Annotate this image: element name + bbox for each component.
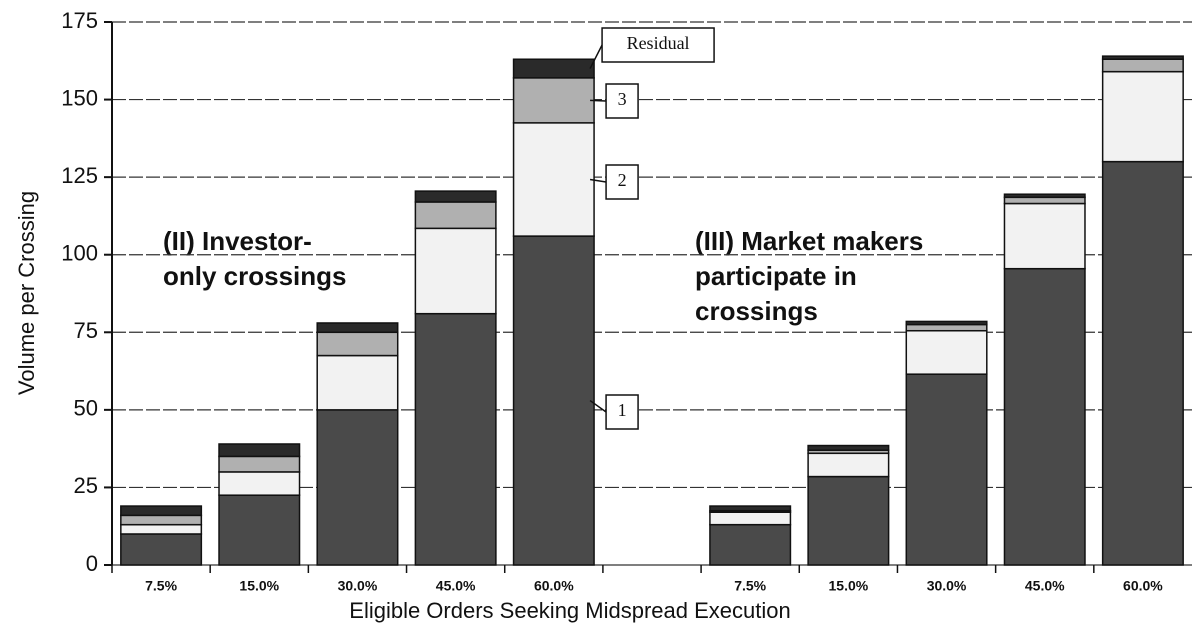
legend-label: 1 <box>618 400 627 420</box>
bar-segment <box>218 455 301 473</box>
bar-segment <box>905 329 988 375</box>
annotation: only crossings <box>163 261 347 291</box>
bar-segment <box>120 505 203 517</box>
bar-segment <box>120 514 203 526</box>
bar-segment <box>1101 160 1184 566</box>
y-axis-label: Volume per Crossing <box>14 191 39 395</box>
bar-segment <box>316 354 399 411</box>
legend-label: 2 <box>618 170 627 190</box>
x-tick-label: 30.0% <box>927 578 967 594</box>
legend-label: Residual <box>627 33 690 53</box>
leader-line <box>589 178 607 183</box>
y-tick-label: 100 <box>61 241 98 266</box>
bar-segment <box>905 373 988 566</box>
y-tick-label: 75 <box>74 318 98 343</box>
x-tick-label: 60.0% <box>534 578 574 594</box>
annotation: (II) Investor- <box>163 226 312 256</box>
bar-segment <box>1003 193 1086 199</box>
bar-segment <box>1101 55 1184 60</box>
x-tick-label: 60.0% <box>1123 578 1163 594</box>
bar-segment <box>1003 267 1086 566</box>
bar-segment <box>512 77 595 124</box>
bar-segment <box>120 523 203 535</box>
bar-segment <box>905 320 988 326</box>
bar-segment <box>316 322 399 334</box>
legend-label: 3 <box>618 89 627 109</box>
bar-segment <box>709 505 792 512</box>
bar-segment <box>218 471 301 496</box>
bar-segment <box>709 523 792 566</box>
x-tick-label: 30.0% <box>338 578 378 594</box>
y-tick-label: 0 <box>86 551 98 576</box>
annotation: participate in <box>695 261 857 291</box>
bar-segment <box>709 511 792 526</box>
bar-segment <box>807 444 890 451</box>
bar-segment <box>120 533 203 566</box>
annotation: crossings <box>695 296 818 326</box>
bar-segment <box>316 331 399 357</box>
bar-segment <box>218 443 301 458</box>
legend-box <box>605 394 639 430</box>
y-tick-label: 175 <box>61 8 98 33</box>
x-tick-label: 15.0% <box>239 578 279 594</box>
x-tick-label: 45.0% <box>1025 578 1065 594</box>
bar-segment <box>512 235 595 566</box>
bar-segment <box>807 475 890 566</box>
bar-segment <box>905 323 988 332</box>
bar-segment <box>512 122 595 237</box>
x-tick-label: 45.0% <box>436 578 476 594</box>
leader-line <box>589 44 603 69</box>
legend-box <box>605 164 639 200</box>
y-tick-label: 25 <box>74 473 98 498</box>
y-tick-label: 150 <box>61 85 98 110</box>
bar-segment <box>1003 196 1086 205</box>
bar-segment <box>414 227 497 315</box>
bar-segment <box>512 58 595 79</box>
bar-segment <box>1101 58 1184 73</box>
legend-box <box>605 83 639 119</box>
leader-line <box>590 99 607 102</box>
bar-segment <box>1101 70 1184 163</box>
x-tick-label: 7.5% <box>145 578 177 594</box>
bar-segment <box>807 452 890 478</box>
legend-box <box>601 27 715 63</box>
y-tick-label: 125 <box>61 163 98 188</box>
annotation: (III) Market makers <box>695 226 923 256</box>
y-tick-label: 50 <box>74 396 98 421</box>
leader-line <box>589 399 607 413</box>
x-axis-label: Eligible Orders Seeking Midspread Execut… <box>349 598 790 623</box>
x-tick-label: 7.5% <box>734 578 766 594</box>
x-tick-label: 15.0% <box>829 578 869 594</box>
bar-segment <box>414 312 497 566</box>
bar-segment <box>1003 202 1086 270</box>
bar-segment <box>414 190 497 203</box>
bar-segment <box>218 494 301 566</box>
bar-segment <box>414 201 497 230</box>
bar-segment <box>316 409 399 566</box>
